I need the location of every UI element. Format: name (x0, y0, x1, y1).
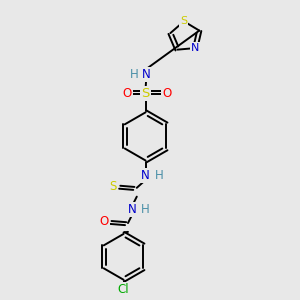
Text: N: N (142, 68, 151, 81)
Text: O: O (123, 87, 132, 100)
Text: Cl: Cl (118, 283, 129, 296)
Text: S: S (110, 180, 117, 193)
Text: O: O (162, 87, 171, 100)
Text: H: H (141, 203, 150, 216)
Text: N: N (191, 43, 200, 53)
Text: H: H (154, 169, 163, 182)
Text: O: O (100, 215, 109, 228)
Text: N: N (128, 203, 137, 216)
Text: S: S (180, 16, 188, 26)
Text: S: S (141, 87, 150, 100)
Text: H: H (130, 68, 139, 81)
Text: N: N (141, 169, 150, 182)
